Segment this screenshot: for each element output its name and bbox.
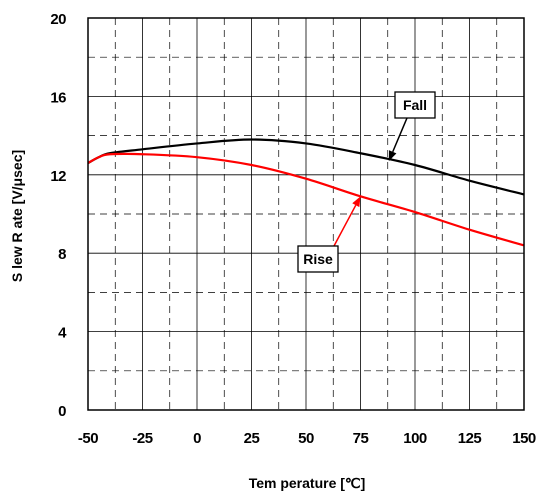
annotations: Fall Rise bbox=[297, 91, 436, 273]
x-tick-label: 100 bbox=[403, 430, 427, 447]
y-tick-label: 20 bbox=[50, 11, 66, 28]
y-axis-title: S lew R ate [V/μsec] bbox=[9, 150, 25, 282]
series-line-rise bbox=[87, 152, 525, 247]
annotation-arrow-head bbox=[352, 196, 361, 208]
y-tick-labels: 0 4 8 12 16 20 bbox=[50, 11, 67, 420]
x-tick-label: 150 bbox=[512, 430, 536, 447]
annotation-box bbox=[394, 91, 436, 119]
y-tick-label: 0 bbox=[58, 403, 66, 420]
y-tick-label: 8 bbox=[58, 246, 66, 263]
annotation-label: Rise bbox=[303, 251, 333, 267]
y-tick-label: 12 bbox=[50, 168, 66, 185]
x-tick-label: -50 bbox=[78, 430, 98, 447]
x-tick-label: 75 bbox=[353, 430, 369, 447]
x-tick-label: 50 bbox=[298, 430, 314, 447]
x-tick-labels: -50 -25 0 25 50 75 100 125 150 bbox=[78, 430, 537, 447]
annotation-box bbox=[297, 245, 339, 273]
y-tick-label: 4 bbox=[58, 325, 67, 342]
series-layer bbox=[87, 138, 525, 247]
annotation-rise: Rise bbox=[297, 196, 361, 273]
x-tick-label: 25 bbox=[244, 430, 260, 447]
x-tick-label: 125 bbox=[458, 430, 482, 447]
annotation-arrow-line bbox=[392, 117, 408, 153]
annotation-arrow-head bbox=[388, 150, 397, 162]
annotation-label: Fall bbox=[403, 97, 427, 113]
x-tick-label: 0 bbox=[193, 430, 201, 447]
x-axis-title: Tem perature [℃] bbox=[249, 475, 366, 491]
annotation-fall: Fall bbox=[388, 91, 436, 162]
plot-frame bbox=[87, 17, 525, 411]
y-tick-label: 16 bbox=[50, 89, 66, 106]
annotation-arrow-line bbox=[333, 204, 357, 247]
x-tick-label: -25 bbox=[132, 430, 152, 447]
grid bbox=[88, 18, 524, 410]
